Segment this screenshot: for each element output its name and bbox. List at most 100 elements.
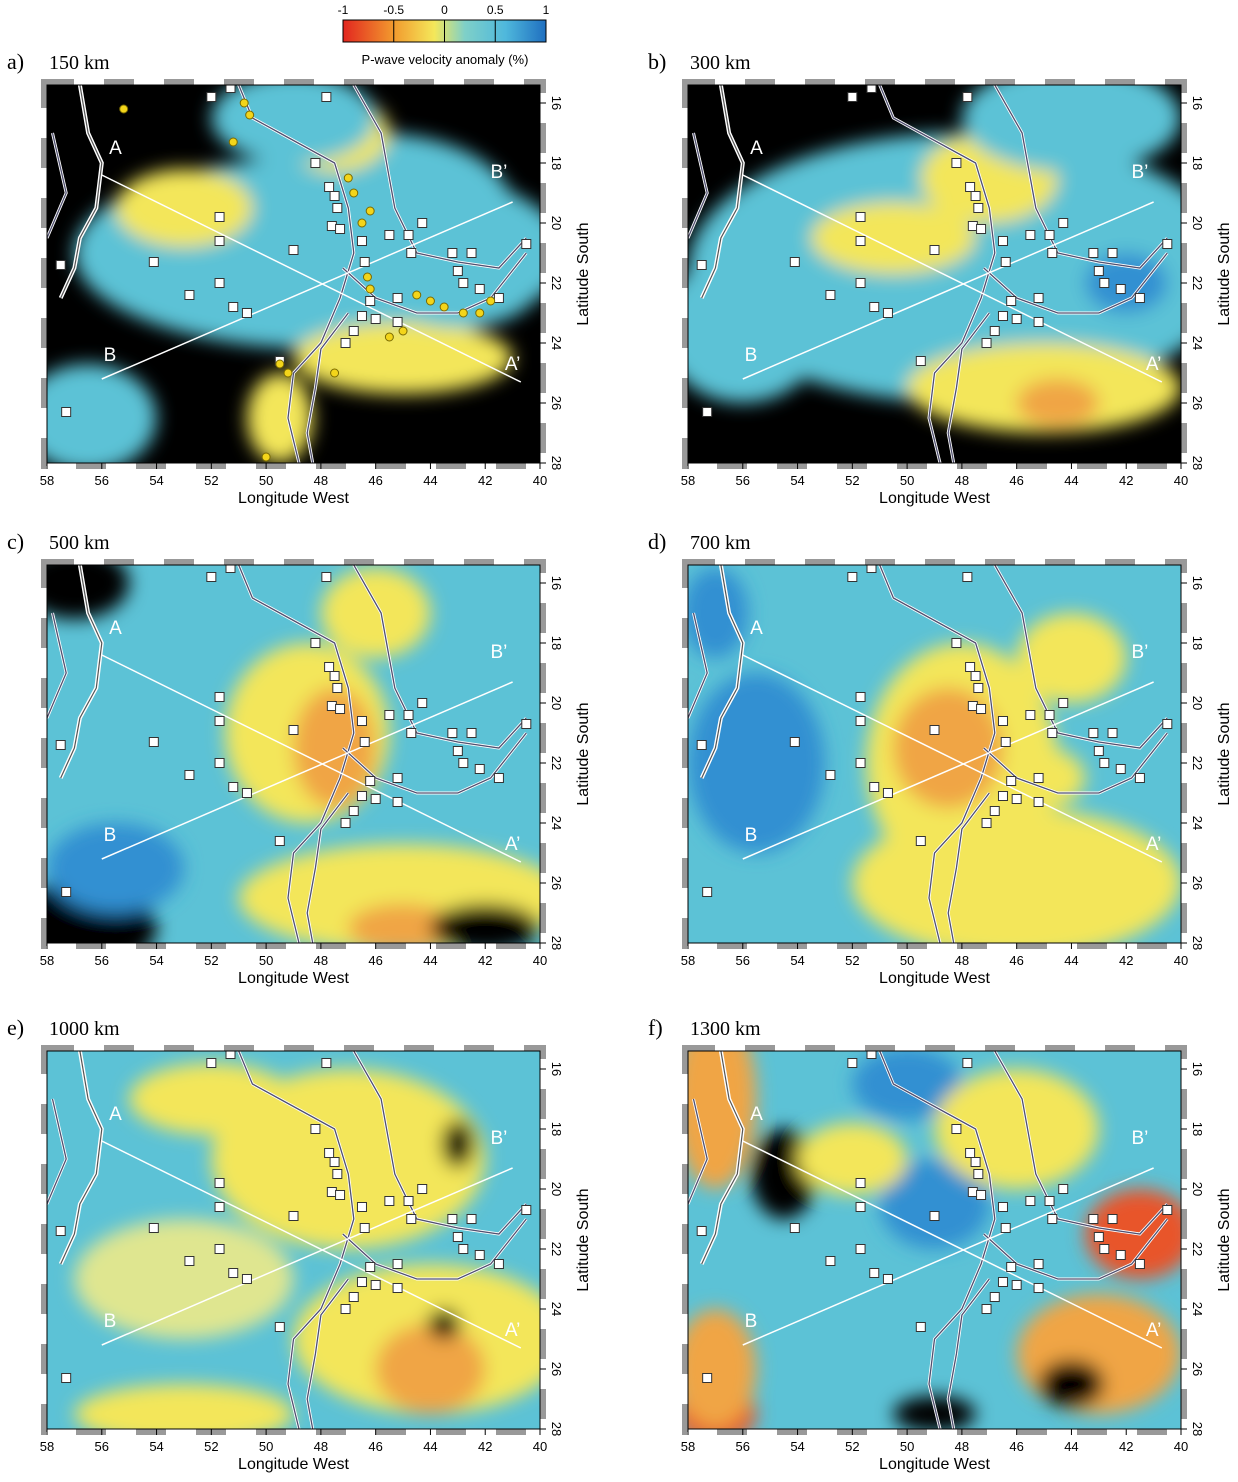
x-tick-label: 56	[736, 473, 750, 488]
station	[357, 312, 366, 321]
station	[1026, 711, 1035, 720]
x-tick-label: 54	[149, 1439, 163, 1454]
earthquake	[358, 219, 366, 227]
station	[968, 1188, 977, 1197]
y-tick-label: 20	[549, 696, 564, 710]
y-tick-label: 26	[549, 876, 564, 890]
x-tick-label: 58	[40, 473, 54, 488]
station	[494, 1260, 503, 1269]
y-tick-label: 28	[549, 936, 564, 950]
x-tick-label: 44	[423, 953, 437, 968]
y-tick-label: 16	[549, 96, 564, 110]
x-tick-label: 56	[95, 953, 109, 968]
profile-label: A	[750, 138, 763, 159]
station	[1034, 798, 1043, 807]
x-axis-label: Longitude West	[879, 970, 990, 987]
y-tick-label: 16	[549, 576, 564, 590]
x-tick-label: 46	[1009, 953, 1023, 968]
y-tick-label: 18	[1190, 1122, 1205, 1136]
station	[289, 246, 298, 255]
station	[998, 1278, 1007, 1287]
station	[1163, 720, 1172, 729]
station	[870, 1269, 879, 1278]
station	[360, 738, 369, 747]
anomaly-blob	[376, 1324, 486, 1414]
station	[522, 1206, 531, 1215]
station	[848, 1059, 857, 1068]
anomaly-blob	[129, 1063, 293, 1135]
station	[968, 222, 977, 231]
x-tick-label: 40	[1174, 473, 1188, 488]
x-tick-label: 42	[1119, 1439, 1133, 1454]
station	[327, 222, 336, 231]
station	[289, 1212, 298, 1221]
panel-label: d)	[648, 529, 666, 554]
y-tick-label: 20	[549, 216, 564, 230]
station	[930, 246, 939, 255]
station	[1089, 249, 1098, 258]
map-panel: AA’BB’5856545250484644424016182022242628…	[7, 49, 592, 507]
station	[1001, 738, 1010, 747]
y-tick-label: 20	[1190, 216, 1205, 230]
station	[1108, 729, 1117, 738]
station	[62, 888, 71, 897]
panel-depth: 150 km	[49, 52, 110, 74]
x-tick-label: 42	[1119, 953, 1133, 968]
station	[371, 795, 380, 804]
station	[385, 711, 394, 720]
x-tick-label: 40	[1174, 953, 1188, 968]
x-tick-label: 52	[204, 473, 218, 488]
x-tick-label: 56	[95, 1439, 109, 1454]
x-tick-label: 56	[736, 1439, 750, 1454]
anomaly-blob	[211, 73, 375, 163]
map-field: AA’BB’	[20, 73, 568, 472]
station	[349, 327, 358, 336]
station	[475, 285, 484, 294]
station	[341, 339, 350, 348]
station	[977, 1191, 986, 1200]
station	[1163, 240, 1172, 249]
y-tick-label: 28	[549, 456, 564, 470]
station	[982, 1305, 991, 1314]
station	[848, 93, 857, 102]
station	[494, 774, 503, 783]
station	[56, 261, 65, 270]
station	[1007, 297, 1016, 306]
station	[1100, 1245, 1109, 1254]
station	[848, 573, 857, 582]
profile-label: B’	[490, 162, 507, 183]
station	[977, 705, 986, 714]
panel-depth: 700 km	[690, 532, 751, 554]
x-tick-label: 40	[533, 473, 547, 488]
station	[916, 837, 925, 846]
station	[790, 738, 799, 747]
y-axis-label: Latitude South	[575, 702, 592, 805]
x-tick-label: 56	[95, 473, 109, 488]
station	[1094, 267, 1103, 276]
profile-label: A	[750, 1104, 763, 1125]
y-tick-label: 24	[549, 1302, 564, 1316]
station	[998, 792, 1007, 801]
station	[974, 684, 983, 693]
profile-label: A	[750, 618, 763, 639]
station	[1135, 1260, 1144, 1269]
x-tick-label: 46	[368, 1439, 382, 1454]
station	[856, 279, 865, 288]
station	[1048, 1215, 1057, 1224]
profile-label: A	[109, 618, 122, 639]
panel-label: c)	[7, 529, 24, 554]
station	[1163, 1206, 1172, 1215]
station	[1045, 231, 1054, 240]
profile-label: B	[104, 825, 117, 846]
y-tick-label: 24	[1190, 336, 1205, 350]
station	[1012, 795, 1021, 804]
station	[215, 717, 224, 726]
station	[393, 798, 402, 807]
station	[341, 819, 350, 828]
station	[998, 1203, 1007, 1212]
y-tick-label: 26	[1190, 396, 1205, 410]
station	[453, 747, 462, 756]
station	[330, 1158, 339, 1167]
earthquake	[363, 273, 371, 281]
